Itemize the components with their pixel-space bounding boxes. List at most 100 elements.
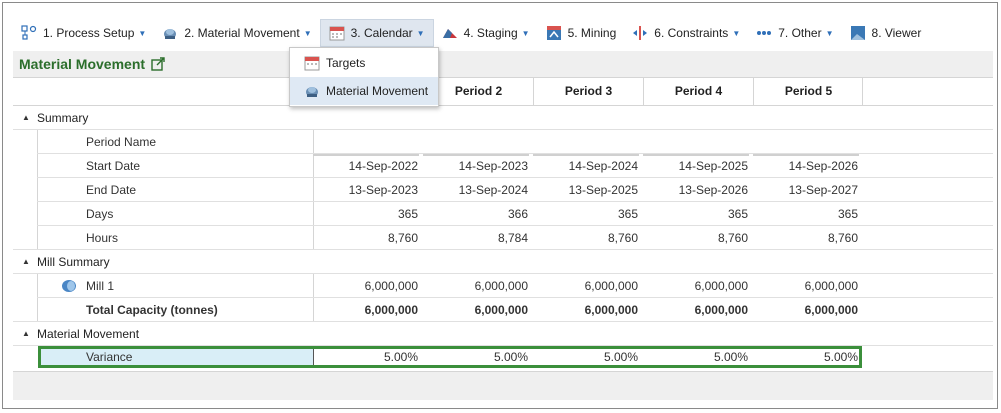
grid-cell[interactable]: 8,760	[717, 231, 748, 245]
collapse-triangle-icon[interactable]: ▲	[22, 257, 30, 266]
row-label: Variance	[86, 350, 133, 364]
external-link-icon[interactable]	[151, 57, 165, 71]
grid-cell[interactable]: 8,760	[827, 231, 858, 245]
menu-label: 5. Mining	[567, 26, 617, 40]
table-row[interactable]: Variance 5.00% 5.00% 5.00% 5.00% 5.00%	[13, 346, 993, 368]
table-row: Hours 8,760 8,784 8,760 8,760 8,760	[13, 226, 993, 250]
grid-cell[interactable]: 14-Sep-2024	[568, 159, 638, 173]
grid-cell[interactable]: 5.00%	[823, 350, 858, 364]
grid-cell[interactable]: 6,000,000	[474, 279, 528, 293]
menu-process-setup[interactable]: 1. Process Setup ▼	[13, 19, 154, 47]
calendar-dropdown-menu: Targets Material Movement	[289, 47, 439, 107]
material-movement-icon	[164, 29, 177, 39]
grid-cell[interactable]: 14-Sep-2023	[458, 159, 528, 173]
menu-viewer[interactable]: 8. Viewer	[842, 19, 930, 47]
table-row: Start Date 14-Sep-2022 14-Sep-2023 14-Se…	[13, 154, 993, 178]
grid-cell[interactable]: 8,760	[607, 231, 638, 245]
group-label: Mill Summary	[37, 255, 110, 269]
grid-cell[interactable]: 13-Sep-2026	[678, 183, 748, 197]
grid-cell[interactable]: 5.00%	[603, 350, 638, 364]
grid-cell[interactable]: 5.00%	[713, 350, 748, 364]
menu-other[interactable]: 7. Other ▼	[748, 19, 841, 47]
grid-cell[interactable]: 13-Sep-2027	[788, 183, 858, 197]
grid-cell: 6,000,000	[584, 303, 638, 317]
grid-cell[interactable]: 365	[397, 207, 418, 221]
group-row-mill-summary[interactable]: ▲ Mill Summary	[13, 250, 993, 274]
period-header[interactable]: Period 4	[643, 78, 753, 105]
menu-label: 1. Process Setup	[43, 26, 135, 40]
chevron-down-icon: ▼	[521, 28, 530, 38]
table-row: Mill 1 6,000,000 6,000,000 6,000,000 6,0…	[13, 274, 993, 298]
menu-material-movement[interactable]: 2. Material Movement ▼	[154, 19, 319, 47]
grid-cell[interactable]: 6,000,000	[804, 279, 858, 293]
grid-cell[interactable]: 14-Sep-2026	[788, 159, 858, 173]
dropdown-item-label: Targets	[326, 56, 366, 70]
dropdown-item-material-movement[interactable]: Material Movement	[290, 77, 438, 105]
grid-cell[interactable]: 6,000,000	[694, 279, 748, 293]
chevron-down-icon: ▼	[732, 28, 741, 38]
row-label: Start Date	[86, 159, 141, 173]
table-row: Period Name	[13, 130, 993, 154]
grid-cell[interactable]: 366	[507, 207, 528, 221]
staging-icon	[442, 29, 457, 38]
row-label: Days	[86, 207, 114, 221]
grid-cell[interactable]: 6,000,000	[584, 279, 638, 293]
grid-cell[interactable]: 8,760	[387, 231, 418, 245]
row-label: Total Capacity (tonnes)	[86, 303, 218, 317]
grid-cell[interactable]: 5.00%	[383, 350, 418, 364]
data-grid: Period 2 Period 3 Period 4 Period 5 ▲ Su…	[13, 77, 993, 372]
page-title-bar: Material Movement	[13, 51, 993, 77]
chevron-down-icon: ▼	[416, 28, 425, 38]
dropdown-item-targets[interactable]: Targets	[290, 49, 438, 77]
period-header[interactable]: Period 5	[753, 78, 863, 105]
row-label: Hours	[86, 231, 119, 245]
row-label: End Date	[86, 183, 137, 197]
dropdown-item-label: Material Movement	[326, 84, 429, 98]
grid-cell[interactable]: 13-Sep-2023	[348, 183, 418, 197]
viewer-icon	[850, 26, 865, 40]
grid-footer	[13, 371, 993, 400]
menu-label: 4. Staging	[463, 26, 518, 40]
group-row-material-movement[interactable]: ▲ Material Movement	[13, 322, 993, 346]
chevron-down-icon: ▼	[303, 28, 312, 38]
mining-icon	[546, 26, 561, 40]
row-label: Period Name	[86, 135, 157, 149]
grid-cell[interactable]: 365	[617, 207, 638, 221]
grid-cell[interactable]: 6,000,000	[364, 279, 418, 293]
grid-cell[interactable]: 8,784	[497, 231, 528, 245]
table-row: End Date 13-Sep-2023 13-Sep-2024 13-Sep-…	[13, 178, 993, 202]
grid-cell[interactable]: 13-Sep-2024	[458, 183, 528, 197]
grid-cell[interactable]: 14-Sep-2025	[678, 159, 748, 173]
period-header[interactable]: Period 3	[533, 78, 643, 105]
grid-cell: 6,000,000	[804, 303, 858, 317]
group-row-summary[interactable]: ▲ Summary	[13, 106, 993, 130]
page-title: Material Movement	[19, 56, 146, 72]
header-separator	[862, 78, 863, 105]
chevron-down-icon: ▼	[138, 28, 147, 38]
menu-calendar[interactable]: 3. Calendar ▼	[319, 19, 434, 47]
menu-staging[interactable]: 4. Staging ▼	[434, 19, 538, 47]
table-row: Total Capacity (tonnes) 6,000,000 6,000,…	[13, 298, 993, 322]
grid-cell[interactable]: 5.00%	[493, 350, 528, 364]
row-label: Mill 1	[86, 279, 115, 293]
menu-label: 7. Other	[778, 26, 822, 40]
grid-cell: 6,000,000	[364, 303, 418, 317]
calendar-icon	[329, 26, 345, 41]
chevron-down-icon: ▼	[825, 28, 834, 38]
collapse-triangle-icon[interactable]: ▲	[22, 113, 30, 122]
collapse-triangle-icon[interactable]: ▲	[22, 329, 30, 338]
menu-constraints[interactable]: 6. Constraints ▼	[624, 19, 748, 47]
process-setup-icon	[21, 25, 37, 40]
grid-cell[interactable]: 13-Sep-2025	[568, 183, 638, 197]
grid-cell[interactable]: 365	[837, 207, 858, 221]
menu-mining[interactable]: 5. Mining	[538, 19, 625, 47]
grid-cell: 6,000,000	[694, 303, 748, 317]
period-header[interactable]: Period 2	[423, 78, 533, 105]
menu-label: 3. Calendar	[350, 26, 413, 40]
selected-row-highlight	[38, 346, 862, 368]
menu-label: 8. Viewer	[871, 26, 922, 40]
group-label: Summary	[37, 111, 89, 125]
grid-cell[interactable]: 365	[727, 207, 748, 221]
grid-cell[interactable]: 14-Sep-2022	[348, 159, 418, 173]
